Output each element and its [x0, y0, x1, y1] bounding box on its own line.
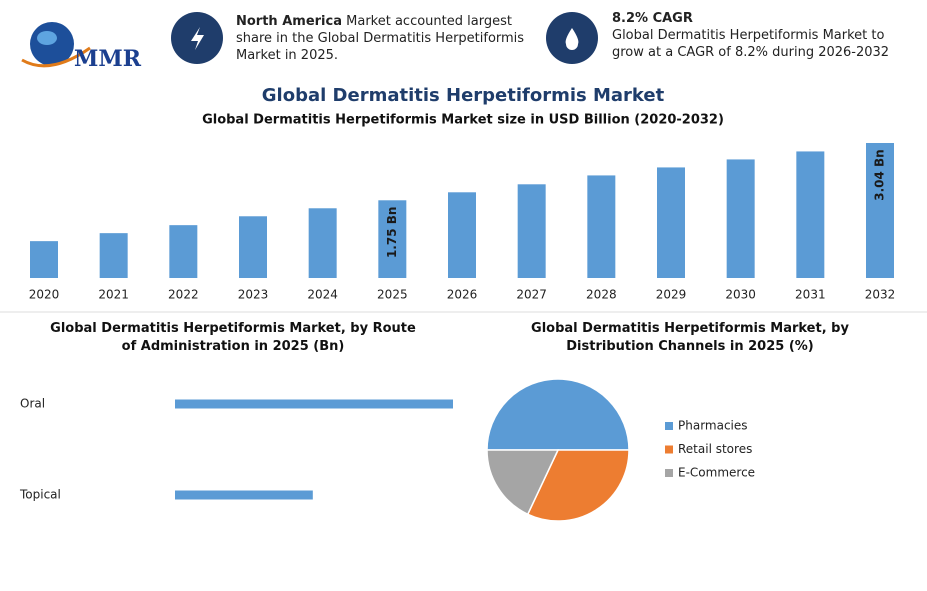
x-tick-label: 2021: [98, 288, 129, 302]
y-tick-label: Oral: [20, 397, 45, 411]
bar: [866, 143, 894, 278]
x-tick-label: 2025: [377, 288, 408, 302]
x-tick-label: 2027: [516, 288, 547, 302]
bar: [169, 225, 198, 278]
x-tick-label: 2022: [168, 288, 199, 302]
x-tick-label: 2032: [865, 288, 896, 302]
value-label: 1.75 Bn: [385, 207, 399, 258]
chart-title: Global Dermatitis Herpetiformis Market, …: [50, 321, 416, 354]
bar: [30, 241, 58, 278]
x-tick-label: 2031: [795, 288, 826, 302]
swoosh: [21, 46, 91, 68]
x-tick-label: 2028: [586, 288, 617, 302]
bar: [175, 490, 313, 500]
legend-swatch: [665, 445, 673, 454]
drop-icon: [565, 28, 579, 50]
x-tick-label: 2024: [307, 288, 338, 302]
fact-title: 8.2% CAGR: [612, 11, 693, 26]
fact-bold: North America: [236, 14, 342, 29]
bar: [99, 233, 128, 278]
x-tick-label: 2026: [447, 288, 478, 302]
fact-text: Market accounted largest share in the Gl…: [236, 14, 525, 63]
bar: [378, 200, 407, 278]
x-tick-label: 2030: [725, 288, 756, 302]
bar: [517, 184, 546, 278]
legend-label: Pharmacies: [678, 419, 748, 433]
bar: [448, 192, 476, 278]
legend-label: Retail stores: [678, 442, 752, 456]
pie-slice: [486, 449, 560, 516]
bar: [726, 159, 755, 278]
legend-swatch: [665, 469, 673, 477]
logo-text: MMR: [74, 46, 142, 72]
value-label: 3.04 Bn: [873, 149, 887, 200]
fact-text: Global Dermatitis Herpetiformis Market t…: [612, 28, 890, 60]
bar: [308, 208, 337, 278]
pie-slice: [526, 449, 630, 522]
heading: Global Dermatitis Herpetiformis Market: [262, 85, 665, 106]
bar: [175, 399, 453, 409]
chart-title: Global Dermatitis Herpetiformis Market, …: [531, 321, 849, 354]
fact-1: North America Market accounted largest s…: [236, 13, 536, 64]
chart-title: Global Dermatitis Herpetiformis Market s…: [202, 113, 724, 128]
pie-slice: [486, 378, 630, 451]
x-tick-label: 2029: [656, 288, 687, 302]
x-tick-label: 2020: [29, 288, 60, 302]
logo: MMR: [21, 22, 142, 72]
bar: [239, 216, 267, 278]
bar: [587, 175, 616, 278]
legend-swatch: [665, 422, 673, 430]
x-tick-label: 2023: [238, 288, 269, 302]
fact-2: 8.2% CAGR Global Dermatitis Herpetiformis…: [612, 10, 902, 61]
globe-land: [37, 31, 57, 45]
bolt-icon: [191, 27, 204, 50]
bar: [796, 151, 825, 278]
bar: [657, 167, 685, 278]
y-tick-label: Topical: [19, 488, 61, 502]
legend-label: E-Commerce: [678, 466, 755, 480]
